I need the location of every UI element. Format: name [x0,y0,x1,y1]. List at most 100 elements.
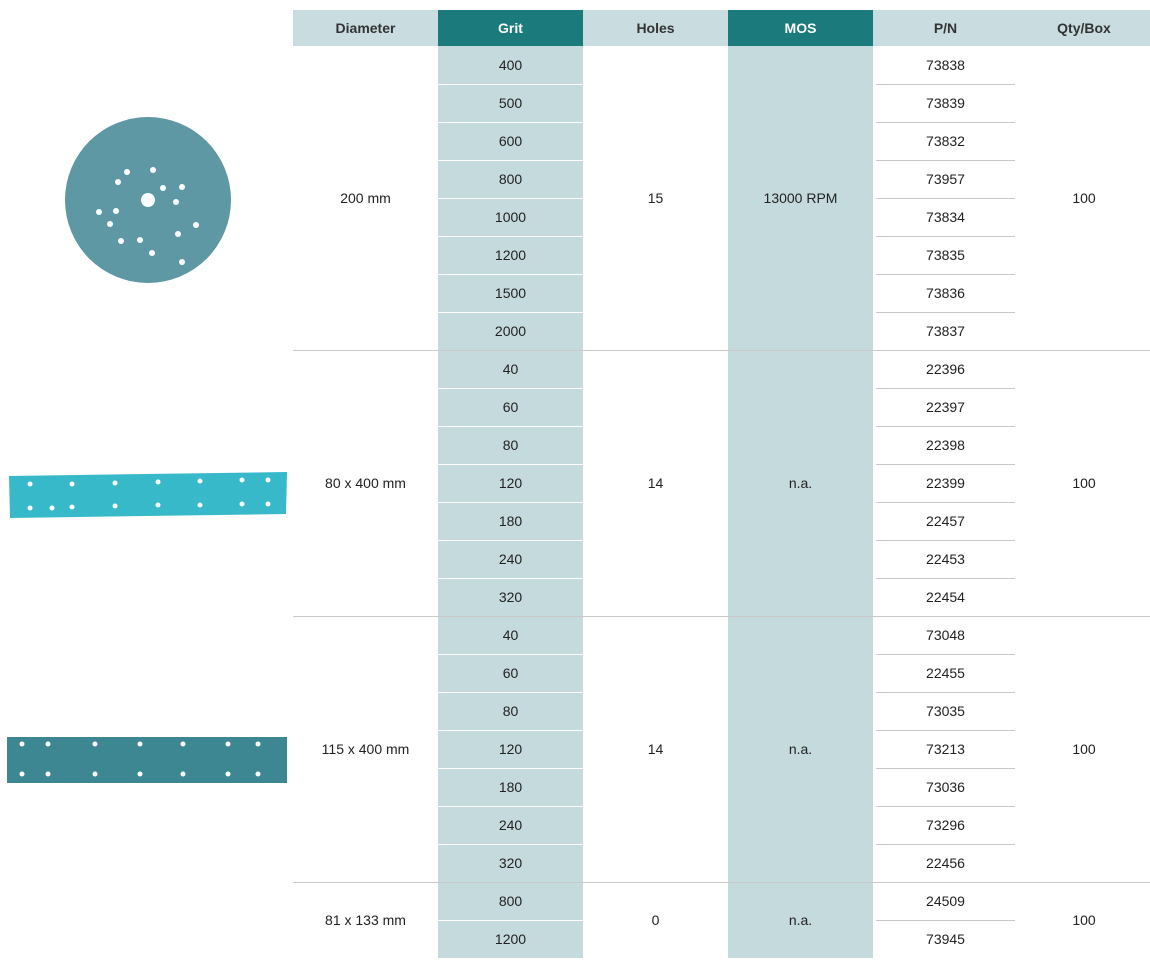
grit-cell: 1000 [494,209,527,225]
mos-cell: n.a. [788,912,813,928]
row-divider [876,806,1015,807]
grit-cell: 1200 [494,931,527,947]
row-divider [438,236,583,237]
row-divider [876,122,1015,123]
grit-cell: 80 [502,703,519,719]
header-cell: Grit [438,10,583,46]
grit-cell: 120 [498,475,523,491]
row-divider [438,730,583,731]
grit-cell: 240 [498,817,523,833]
row-divider [438,654,583,655]
header-cell: Holes [583,10,728,46]
grit-cell: 400 [498,57,523,73]
row-divider [438,388,583,389]
row-divider [876,730,1015,731]
group-divider [293,616,1150,617]
pn-cell: 22399 [926,475,965,491]
diameter-cell: 80 x 400 mm [325,475,406,491]
strip-image [9,472,287,518]
row-divider [876,198,1015,199]
row-divider [438,198,583,199]
row-divider [438,540,583,541]
row-divider [876,692,1015,693]
qty-cell: 100 [1072,741,1096,757]
group-divider [293,882,1150,883]
pn-cell: 22396 [926,361,965,377]
pn-cell: 73957 [926,171,965,187]
grit-cell: 1500 [494,285,527,301]
grit-cell: 2000 [494,323,527,339]
grit-cell: 40 [502,361,519,377]
row-divider [876,768,1015,769]
row-divider [876,502,1015,503]
row-divider [876,274,1015,275]
pn-cell: 73839 [926,95,965,111]
header-cell: Qty/Box [1018,10,1150,46]
pn-cell: 73838 [926,57,965,73]
row-divider [876,844,1015,845]
row-divider [876,160,1015,161]
row-divider [876,540,1015,541]
pn-cell: 73296 [926,817,965,833]
row-divider [438,426,583,427]
row-divider [438,806,583,807]
pn-cell: 24509 [926,893,965,909]
row-divider [876,84,1015,85]
pn-cell: 73213 [926,741,965,757]
grit-cell: 240 [498,551,523,567]
grit-cell: 120 [498,741,523,757]
row-divider [876,426,1015,427]
grit-cell: 1200 [494,247,527,263]
pn-cell: 22397 [926,399,965,415]
row-divider [438,920,583,921]
pn-cell: 22455 [926,665,965,681]
row-divider [876,464,1015,465]
holes-cell: 0 [651,912,660,928]
row-divider [438,274,583,275]
mos-cell: n.a. [788,741,813,757]
row-divider [438,312,583,313]
qty-cell: 100 [1072,475,1096,491]
row-divider [438,84,583,85]
holes-cell: 15 [647,190,664,206]
pn-cell: 73036 [926,779,965,795]
row-divider [438,160,583,161]
group-divider [293,350,1150,351]
pn-cell: 73835 [926,247,965,263]
grit-cell: 600 [498,133,523,149]
header-cell: MOS [728,10,873,46]
row-divider [876,578,1015,579]
grit-cell: 40 [502,627,519,643]
qty-cell: 100 [1072,912,1096,928]
row-divider [438,464,583,465]
grit-cell: 500 [498,95,523,111]
row-divider [438,122,583,123]
pn-cell: 22457 [926,513,965,529]
diameter-cell: 200 mm [340,190,391,206]
column-band [728,46,873,958]
row-divider [438,768,583,769]
grit-cell: 800 [498,893,523,909]
mos-cell: n.a. [788,475,813,491]
pn-cell: 22454 [926,589,965,605]
grit-cell: 320 [498,855,523,871]
pn-cell: 73945 [926,931,965,947]
row-divider [438,502,583,503]
grit-cell: 80 [502,437,519,453]
pn-cell: 73035 [926,703,965,719]
pn-cell: 73048 [926,627,965,643]
grit-cell: 60 [502,399,519,415]
holes-cell: 14 [647,475,664,491]
grit-cell: 180 [498,513,523,529]
pn-cell: 22398 [926,437,965,453]
strip-image [7,737,287,783]
pn-cell: 73836 [926,285,965,301]
header-cell: Diameter [293,10,438,46]
pn-cell: 22456 [926,855,965,871]
pn-cell: 22453 [926,551,965,567]
grit-cell: 180 [498,779,523,795]
header-cell: P/N [873,10,1018,46]
disc-image [65,117,231,283]
row-divider [876,654,1015,655]
